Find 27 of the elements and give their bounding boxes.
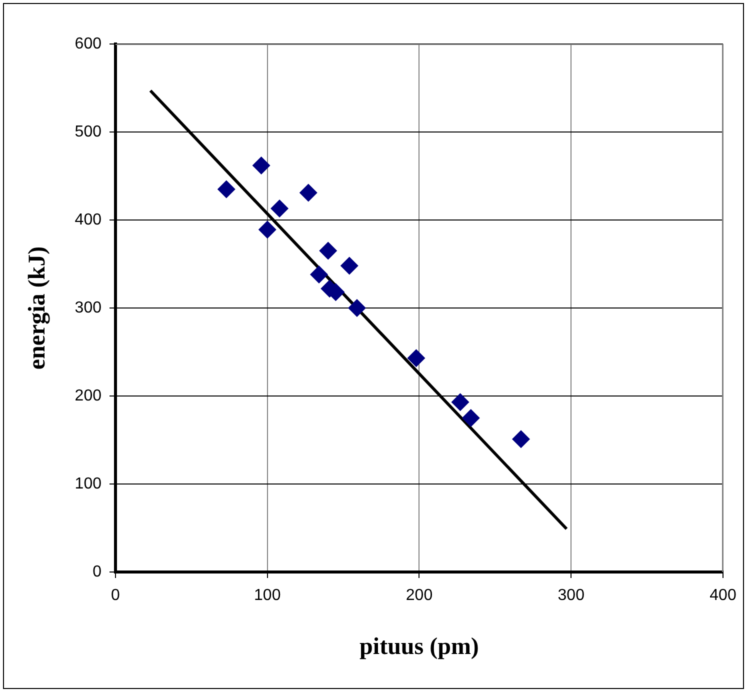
point [512,430,530,448]
point [299,184,318,202]
y-tick-label: 0 [92,563,102,580]
point [348,299,366,317]
point [310,266,328,284]
y-tick-label: 600 [74,35,102,52]
point [319,242,338,260]
y-tick-label: 400 [74,211,102,228]
x-tick-label: 300 [558,587,585,604]
y-tick-label: 300 [74,299,102,316]
point [270,200,289,218]
x-axis-title: pituus (pm) [360,634,479,660]
point [451,393,470,412]
y-tick-label: 500 [74,123,102,140]
x-tick-label: 400 [710,587,736,604]
point [252,156,270,174]
x-tick-label: 100 [254,587,281,604]
y-axis-title: energia (kJ) [24,246,51,370]
x-tick-label: 0 [111,587,120,604]
point [340,256,358,275]
point [217,180,236,198]
point [462,409,480,427]
point [258,220,276,239]
x-tick-label: 200 [406,587,433,604]
y-tick-label: 200 [74,387,102,404]
y-tick-label: 100 [74,475,102,492]
point [407,349,426,368]
